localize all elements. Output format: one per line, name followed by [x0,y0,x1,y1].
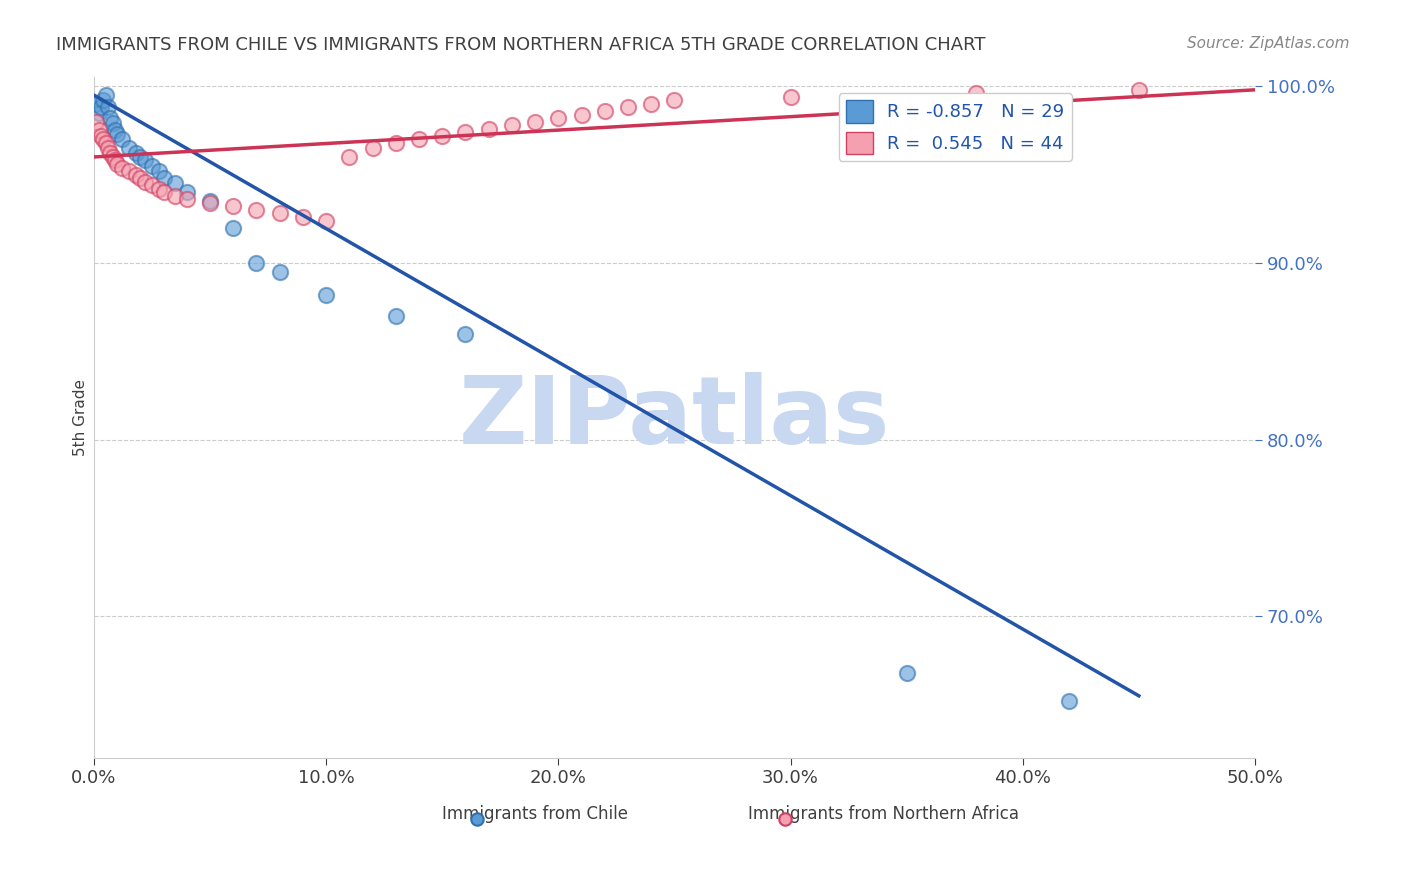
Immigrants from Northern Africa [90,128,112,143]
Immigrants from Chile [84,97,107,112]
Immigrants from Northern Africa [1128,83,1150,97]
Immigrants from Chile [148,164,170,178]
Text: Source: ZipAtlas.com: Source: ZipAtlas.com [1187,36,1350,51]
Immigrants from Northern Africa [125,168,148,182]
Immigrants from Northern Africa [524,114,547,128]
Immigrants from Northern Africa [593,103,616,118]
Immigrants from Chile [118,141,141,155]
Immigrants from Chile [94,88,117,103]
Y-axis label: 5th Grade: 5th Grade [73,379,89,456]
Immigrants from Northern Africa [111,161,134,175]
Immigrants from Chile [141,159,163,173]
Immigrants from Northern Africa [432,128,454,143]
Immigrants from Chile [104,123,127,137]
Legend: R = -0.857   N = 29, R =  0.545   N = 44: R = -0.857 N = 29, R = 0.545 N = 44 [838,94,1071,161]
Text: IMMIGRANTS FROM CHILE VS IMMIGRANTS FROM NORTHERN AFRICA 5TH GRADE CORRELATION C: IMMIGRANTS FROM CHILE VS IMMIGRANTS FROM… [56,36,986,54]
Immigrants from Chile [134,153,156,168]
Immigrants from Northern Africa [385,136,408,150]
Immigrants from Northern Africa [547,111,569,125]
Immigrants from Chile [101,116,124,130]
Immigrants from Northern Africa [148,182,170,196]
Immigrants from Northern Africa [408,132,430,146]
Immigrants from Northern Africa [198,195,221,210]
Immigrants from Northern Africa [141,178,163,193]
Immigrants from Northern Africa [91,132,114,146]
Immigrants from Chile [105,127,128,141]
Immigrants from Chile [222,220,245,235]
Immigrants from Chile [97,100,120,114]
Immigrants from Northern Africa [501,118,523,132]
Immigrants from Northern Africa [165,189,187,203]
Immigrants from Chile [91,94,114,108]
Text: ZIPatlas: ZIPatlas [458,372,890,464]
Immigrants from Northern Africa [361,141,384,155]
Immigrants from Chile [315,287,337,301]
Immigrants from Northern Africa [664,94,686,108]
Immigrants from Northern Africa [245,202,267,217]
Immigrants from Northern Africa [779,90,801,104]
Immigrants from Northern Africa [454,125,477,139]
Immigrants from Northern Africa [337,150,360,164]
Immigrants from Chile [111,132,134,146]
Immigrants from Northern Africa [291,210,314,224]
Immigrants from Northern Africa [98,146,121,161]
Immigrants from Northern Africa [176,192,198,206]
Immigrants from Northern Africa [965,87,987,101]
Immigrants from Chile [1057,694,1080,708]
Immigrants from Northern Africa [478,121,501,136]
Text: Immigrants from Northern Africa: Immigrants from Northern Africa [748,805,1019,823]
Immigrants from Chile [87,105,110,120]
Immigrants from Northern Africa [97,141,120,155]
Immigrants from Northern Africa [94,136,117,150]
Immigrants from Northern Africa [222,199,245,213]
Immigrants from Northern Africa [129,171,152,186]
Immigrants from Northern Africa [617,100,640,114]
Immigrants from Chile [90,100,112,114]
Immigrants from Chile [245,256,267,270]
Immigrants from Northern Africa [269,206,291,220]
Immigrants from Northern Africa [640,97,662,112]
Immigrants from Chile [269,265,291,279]
Immigrants from Chile [165,177,187,191]
Immigrants from Chile [454,326,477,341]
Immigrants from Chile [125,146,148,161]
Immigrants from Chile [198,194,221,208]
Immigrants from Northern Africa [105,157,128,171]
Immigrants from Northern Africa [134,175,156,189]
Immigrants from Chile [98,111,121,125]
Immigrants from Northern Africa [104,153,127,168]
Immigrants from Chile [176,186,198,200]
Immigrants from Northern Africa [87,123,110,137]
Immigrants from Chile [129,150,152,164]
Immigrants from Chile [896,665,918,680]
Immigrants from Northern Africa [571,107,593,121]
Immigrants from Northern Africa [315,213,337,227]
Immigrants from Northern Africa [152,186,174,200]
Immigrants from Northern Africa [118,164,141,178]
Immigrants from Northern Africa [84,114,107,128]
Immigrants from Chile [385,309,408,323]
Immigrants from Chile [152,171,174,186]
Text: Immigrants from Chile: Immigrants from Chile [441,805,628,823]
Immigrants from Northern Africa [101,150,124,164]
